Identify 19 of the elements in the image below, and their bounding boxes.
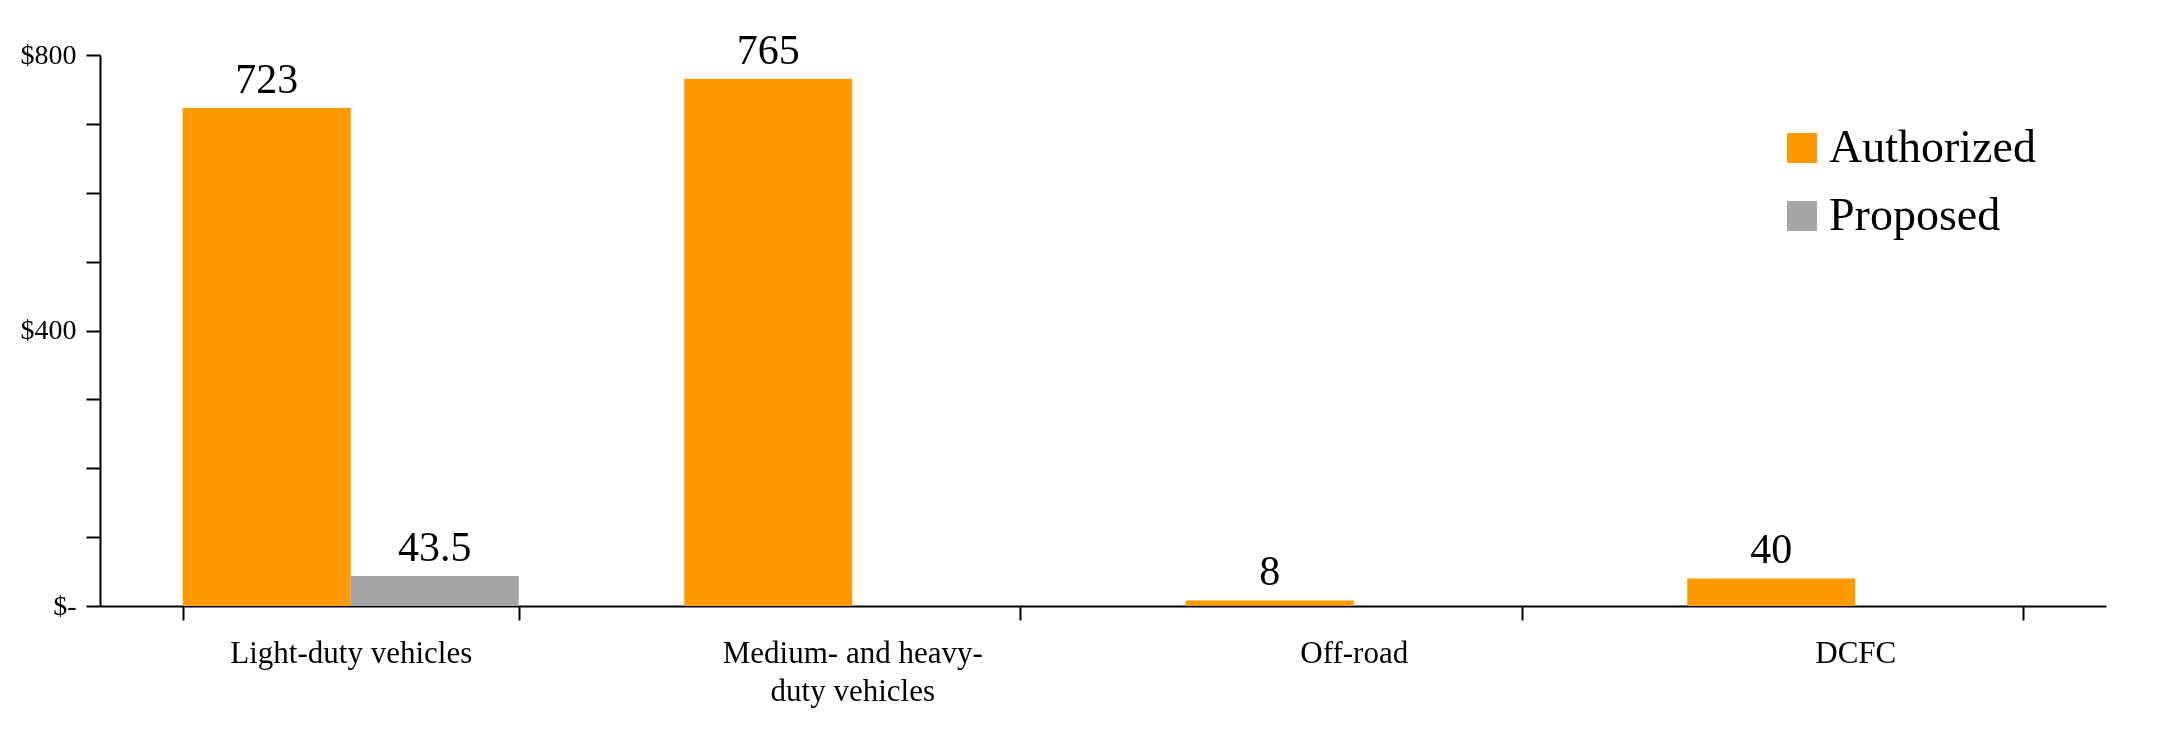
bar bbox=[350, 576, 519, 606]
x-tick-label: Off-road bbox=[1300, 634, 1409, 670]
data-label: 40 bbox=[1750, 526, 1793, 573]
y-tick-label: $400 bbox=[20, 314, 77, 345]
x-tick-label: Light-duty vehicles bbox=[230, 634, 473, 670]
bar bbox=[182, 108, 351, 606]
bar bbox=[684, 79, 853, 606]
x-tick-label: Medium- and heavy-duty vehicles bbox=[722, 634, 983, 708]
y-tick-label: $800 bbox=[20, 38, 77, 70]
legend-label: Proposed bbox=[1829, 189, 2001, 240]
y-tick-label: $- bbox=[53, 589, 77, 621]
data-label: 723 bbox=[235, 56, 299, 103]
bar bbox=[1185, 600, 1354, 606]
data-label: 765 bbox=[736, 27, 800, 74]
data-label: 8 bbox=[1259, 548, 1281, 595]
legend-label: Authorized bbox=[1829, 121, 2036, 172]
data-label: 43.5 bbox=[398, 524, 472, 571]
x-tick-label: DCFC bbox=[1815, 634, 1897, 670]
bar bbox=[1687, 578, 1856, 606]
